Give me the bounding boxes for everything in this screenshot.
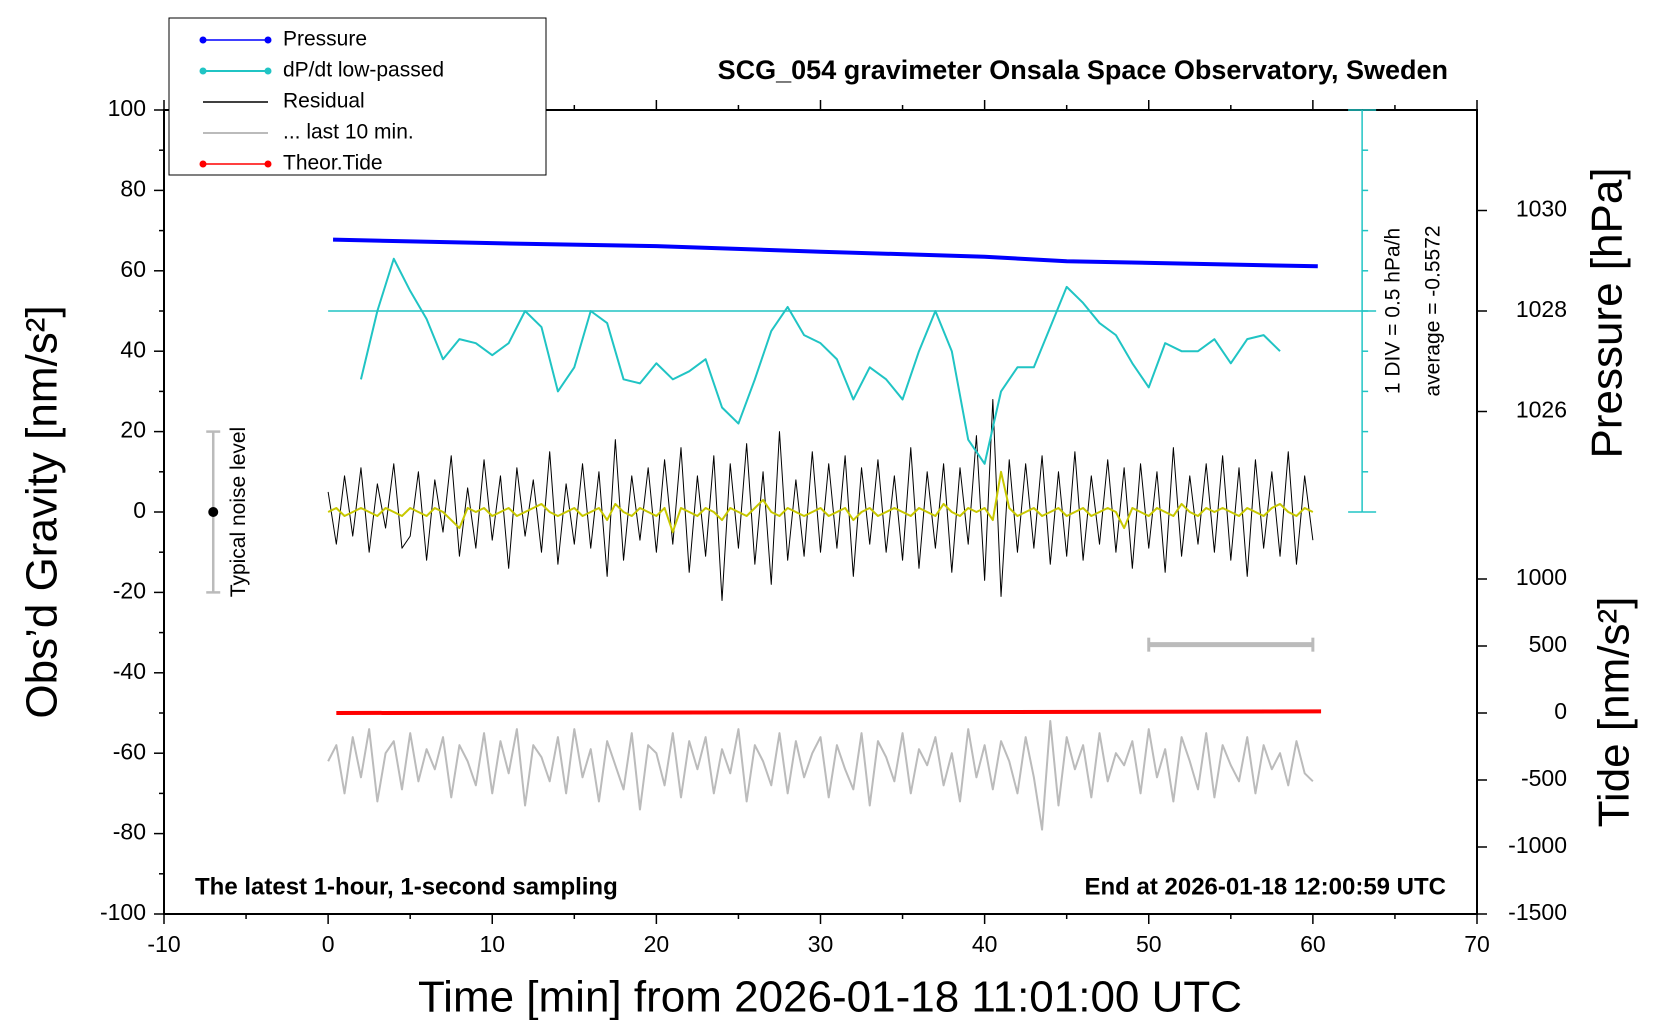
tide-tick-label: -1500 bbox=[1508, 899, 1567, 925]
tide-tick-label: 500 bbox=[1529, 631, 1567, 657]
pressure-tick-label: 1030 bbox=[1516, 196, 1567, 222]
y-tick-label: 20 bbox=[120, 417, 146, 443]
dpdt-average: average = -0.5572 bbox=[1422, 225, 1445, 396]
legend-label: Pressure bbox=[283, 28, 367, 51]
x-tick-label: 20 bbox=[644, 931, 670, 957]
tide-tick-label: -500 bbox=[1521, 765, 1567, 791]
note-left: The latest 1-hour, 1-second sampling bbox=[195, 873, 618, 900]
dpdt-scale-label: 1 DIV = 0.5 hPa/h bbox=[1382, 228, 1405, 394]
tide-tick-label: 0 bbox=[1554, 698, 1567, 724]
legend-label: dP/dt low-passed bbox=[283, 59, 444, 82]
y-tick-label: -80 bbox=[113, 819, 146, 845]
x-tick-label: -10 bbox=[147, 931, 180, 957]
tide-axis-title: Tide [nm/s²] bbox=[1590, 597, 1639, 828]
x-tick-label: 50 bbox=[1136, 931, 1162, 957]
legend-marker bbox=[264, 67, 272, 75]
x-tick-label: 30 bbox=[808, 931, 834, 957]
y-tick-label: 0 bbox=[133, 497, 146, 523]
y-tick-label: 80 bbox=[120, 175, 146, 201]
legend-marker bbox=[264, 36, 272, 44]
y-tick-label: 60 bbox=[120, 256, 146, 282]
y-tick-label: 100 bbox=[108, 95, 146, 121]
x-tick-label: 70 bbox=[1464, 931, 1490, 957]
x-tick-label: 0 bbox=[322, 931, 335, 957]
legend-label: Residual bbox=[283, 90, 365, 113]
y-tick-label: -60 bbox=[113, 738, 146, 764]
x-tick-label: 60 bbox=[1300, 931, 1326, 957]
noise-bar-center bbox=[208, 507, 219, 517]
legend-marker bbox=[199, 67, 207, 75]
noise-bar-label: Typical noise level bbox=[227, 427, 250, 597]
y-tick-label: -20 bbox=[113, 577, 146, 603]
x-tick-label: 10 bbox=[479, 931, 505, 957]
legend-marker bbox=[199, 36, 207, 44]
legend: Pressure dP/dt low-passed Residual ... last… bbox=[168, 17, 547, 176]
y-tick-label: -40 bbox=[113, 658, 146, 684]
y-axis-title: Obs’d Gravity [nm/s²] bbox=[18, 305, 67, 718]
legend-marker bbox=[199, 160, 207, 168]
tide-tick-label: 1000 bbox=[1516, 564, 1567, 590]
series-line bbox=[359, 257, 1281, 465]
legend-box bbox=[168, 17, 547, 176]
series-line bbox=[327, 470, 1314, 534]
legend-label: Theor.Tide bbox=[283, 152, 383, 175]
series-line bbox=[327, 720, 1314, 831]
series-line bbox=[327, 398, 1314, 601]
pressure-tick-label: 1026 bbox=[1516, 397, 1567, 423]
y-tick-label: 40 bbox=[120, 336, 146, 362]
pressure-tick-label: 1028 bbox=[1516, 296, 1567, 322]
tide-tick-label: -1000 bbox=[1508, 832, 1567, 858]
series-line bbox=[333, 237, 1318, 269]
legend-marker bbox=[264, 160, 272, 168]
chart-title: SCG_054 gravimeter Onsala Space Observat… bbox=[718, 55, 1448, 85]
series-line bbox=[336, 709, 1322, 715]
legend-label: ... last 10 min. bbox=[283, 121, 414, 144]
x-tick-label: 40 bbox=[972, 931, 998, 957]
pressure-axis-title: Pressure [hPa] bbox=[1583, 167, 1632, 458]
x-axis-title: Time [min] from 2026-01-18 11:01:00 UTC bbox=[418, 973, 1242, 1020]
note-right: End at 2026-01-18 12:00:59 UTC bbox=[1085, 873, 1447, 900]
y-tick-label: -100 bbox=[100, 899, 146, 925]
